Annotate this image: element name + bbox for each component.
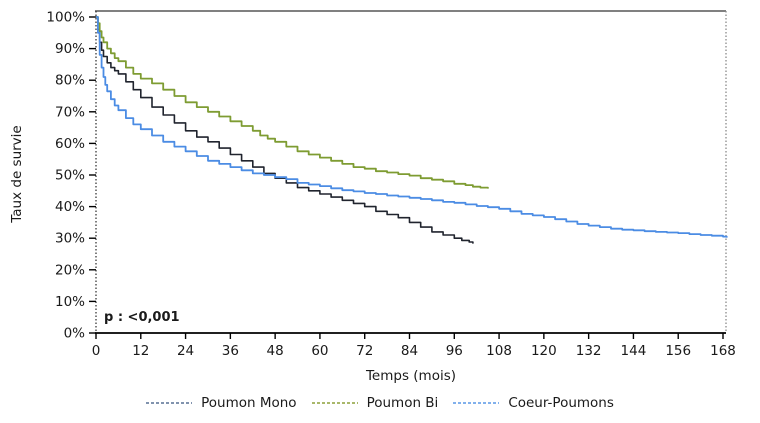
- x-tick-label: 0: [92, 343, 101, 359]
- curve-poumon-mono: [96, 16, 474, 244]
- y-tick-label: 10%: [55, 294, 85, 310]
- x-tick-label: 36: [222, 343, 239, 359]
- x-tick-label: 108: [486, 343, 512, 359]
- x-tick-label: 72: [356, 343, 373, 359]
- curve-poumon-bi: [96, 16, 489, 189]
- y-tick-label: 80%: [55, 73, 85, 89]
- legend-item-poumon-bi: Poumon Bi: [311, 395, 439, 411]
- y-tick-label: 30%: [55, 231, 85, 247]
- y-tick-label: 60%: [55, 136, 85, 152]
- x-tick-label: 156: [665, 343, 691, 359]
- y-tick-label: 20%: [55, 262, 85, 278]
- x-tick-label: 168: [710, 343, 736, 359]
- legend-item-coeur-poumons: Coeur-Poumons: [453, 395, 614, 411]
- y-tick-label: 40%: [55, 199, 85, 215]
- legend-label-poumon-bi: Poumon Bi: [366, 395, 439, 411]
- legend-item-poumon-mono: Poumon Mono: [146, 395, 297, 411]
- legend-label-coeur-poumons: Coeur-Poumons: [508, 395, 614, 411]
- y-tick-label: 90%: [55, 41, 85, 57]
- legend: Poumon Mono Poumon Bi Coeur-Poumons: [0, 395, 760, 411]
- x-tick-label: 132: [576, 343, 602, 359]
- x-tick-label: 48: [267, 343, 284, 359]
- x-tick-label: 60: [311, 343, 328, 359]
- y-tick-label: 0%: [64, 326, 86, 342]
- y-tick-label: 100%: [46, 10, 85, 26]
- curve-coeur-poumons: [96, 16, 728, 238]
- x-tick-label: 96: [446, 343, 463, 359]
- x-tick-label: 120: [531, 343, 557, 359]
- y-tick-label: 50%: [55, 168, 85, 184]
- x-tick-label: 144: [621, 343, 647, 359]
- x-tick-label: 12: [132, 343, 149, 359]
- p-value-annotation: p : <0,001: [104, 310, 180, 325]
- x-tick-label: 24: [177, 343, 194, 359]
- y-axis-title: Taux de survie: [9, 125, 25, 223]
- legend-line-poumon-bi: [311, 402, 358, 404]
- y-tick-label: 70%: [55, 104, 85, 120]
- legend-label-poumon-mono: Poumon Mono: [201, 395, 297, 411]
- x-tick-label: 84: [401, 343, 418, 359]
- x-axis-title: Temps (mois): [365, 368, 457, 384]
- legend-line-poumon-mono: [146, 402, 193, 404]
- legend-line-coeur-poumons: [453, 402, 500, 404]
